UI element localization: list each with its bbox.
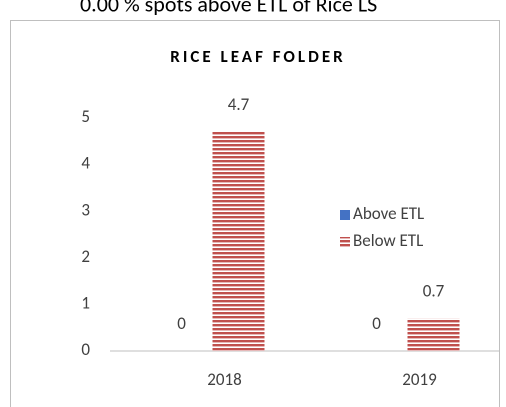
y-tick-label: 4 xyxy=(81,153,90,174)
legend-label: Above ETL xyxy=(353,203,424,224)
x-tick-label: 2018 xyxy=(207,369,241,390)
y-tick-label: 2 xyxy=(81,246,90,267)
y-tick-label: 3 xyxy=(81,199,90,220)
legend-label: Below ETL xyxy=(353,230,423,251)
chart-border xyxy=(10,20,500,407)
data-label: 0 xyxy=(372,313,381,334)
bar xyxy=(407,318,460,351)
legend-swatch xyxy=(340,210,350,220)
y-tick-label: 1 xyxy=(81,292,90,313)
caption: 0.00 % spots above ETL of Rice LS xyxy=(80,0,377,17)
x-tick-label: 2019 xyxy=(402,369,437,390)
data-label: 0 xyxy=(177,313,186,334)
bar xyxy=(212,131,265,351)
data-label: 0.7 xyxy=(423,280,445,301)
data-label: 4.7 xyxy=(228,94,250,115)
legend-swatch xyxy=(340,237,350,247)
chart-title: RICE LEAF FOLDER xyxy=(170,46,345,67)
y-tick-label: 5 xyxy=(81,106,90,127)
y-tick-label: 0 xyxy=(81,339,90,360)
